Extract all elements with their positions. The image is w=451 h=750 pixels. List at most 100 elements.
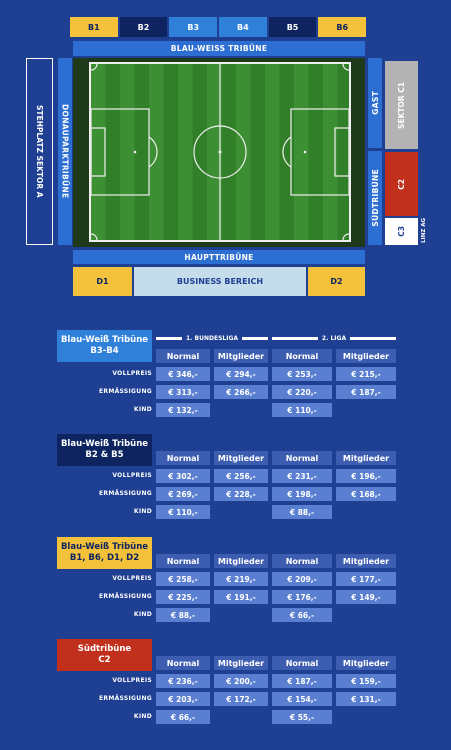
top-blocks: B1 B2 B3 B4 B5 B6 <box>70 17 367 37</box>
sektor-c1-label: SEKTOR C1 <box>397 81 406 129</box>
sektor-c2[interactable]: C2 <box>385 152 418 216</box>
linz-ag-sign: LINZ AG <box>419 212 429 248</box>
sektor-c1[interactable]: SEKTOR C1 <box>385 61 418 149</box>
table-title: Blau-Weiß Tribüne B3-B4 <box>57 330 152 362</box>
donauparktribuene-label: DONAUPARKTRIBÜNE <box>60 104 70 199</box>
price-cell: € 346,- <box>156 367 210 381</box>
price-cell: € 294,- <box>214 367 268 381</box>
stehplatz-sektor-a-label: STEHPLATZ SEKTOR A <box>35 105 44 198</box>
table-title: Südtribüne C2 <box>57 639 152 671</box>
sektor-b3[interactable]: B3 <box>169 17 218 37</box>
price-cell: € 302,- <box>156 469 210 483</box>
price-cell: € 266,- <box>214 385 268 399</box>
price-cell: € 149,- <box>336 590 396 604</box>
price-cell: € 258,- <box>156 572 210 586</box>
price-cell: € 187,- <box>272 674 332 688</box>
column-header: Normal <box>156 656 210 670</box>
price-cell: € 253,- <box>272 367 332 381</box>
sektor-d1[interactable]: D1 <box>73 267 132 296</box>
column-header: Normal <box>156 349 210 363</box>
price-cell: € 313,- <box>156 385 210 399</box>
column-header: Mitglieder <box>336 451 396 465</box>
league-label-1-bundesliga: 1. BUNDESLIGA <box>156 334 269 343</box>
price-cell: € 66,- <box>156 710 210 724</box>
haupttribuene-stand[interactable]: HAUPTTRIBÜNE <box>73 250 365 264</box>
price-cell: € 88,- <box>272 505 332 519</box>
gast-label: GAST <box>370 91 380 115</box>
price-cell: € 154,- <box>272 692 332 706</box>
price-cell: € 110,- <box>272 403 332 417</box>
price-cell: € 215,- <box>336 367 396 381</box>
price-cell: € 209,- <box>272 572 332 586</box>
row-label: ERMÄSSIGUNG <box>99 593 152 600</box>
row-label: KIND <box>133 713 152 720</box>
price-cell: € 110,- <box>156 505 210 519</box>
league-label-2-liga: 2. LIGA <box>272 334 397 343</box>
pitch-markings <box>91 64 349 240</box>
price-cell: € 269,- <box>156 487 210 501</box>
price-cell: € 172,- <box>214 692 268 706</box>
price-cell: € 225,- <box>156 590 210 604</box>
price-cell: € 187,- <box>336 385 396 399</box>
price-cell: € 159,- <box>336 674 396 688</box>
price-cell: € 196,- <box>336 469 396 483</box>
column-header: Normal <box>272 656 332 670</box>
price-cell: € 203,- <box>156 692 210 706</box>
column-header: Mitglieder <box>214 451 268 465</box>
column-header: Normal <box>156 554 210 568</box>
row-label: KIND <box>133 508 152 515</box>
sektor-c2-label: C2 <box>397 178 406 190</box>
football-pitch <box>89 62 351 242</box>
row-label: VOLLPREIS <box>112 677 152 684</box>
sektor-b2[interactable]: B2 <box>119 17 168 37</box>
row-label: VOLLPREIS <box>112 370 152 377</box>
donauparktribuene-stand[interactable]: DONAUPARKTRIBÜNE <box>58 58 72 245</box>
price-cell: € 88,- <box>156 608 210 622</box>
column-header: Normal <box>272 554 332 568</box>
row-label: ERMÄSSIGUNG <box>99 490 152 497</box>
row-label: VOLLPREIS <box>112 472 152 479</box>
price-cell: € 132,- <box>156 403 210 417</box>
sektor-c3[interactable]: C3 <box>385 218 418 245</box>
column-header: Mitglieder <box>214 554 268 568</box>
price-cell: € 200,- <box>214 674 268 688</box>
stehplatz-sektor-a[interactable]: STEHPLATZ SEKTOR A <box>26 58 53 245</box>
price-cell: € 131,- <box>336 692 396 706</box>
column-header: Mitglieder <box>214 349 268 363</box>
price-cell: € 55,- <box>272 710 332 724</box>
price-cell: € 236,- <box>156 674 210 688</box>
price-cell: € 176,- <box>272 590 332 604</box>
price-cell: € 191,- <box>214 590 268 604</box>
sektor-b6[interactable]: B6 <box>318 17 367 37</box>
sektor-d2[interactable]: D2 <box>308 267 365 296</box>
blau-weiss-tribuene-stand[interactable]: BLAU-WEISS TRIBÜNE <box>73 41 365 56</box>
row-label: KIND <box>133 611 152 618</box>
column-header: Mitglieder <box>336 349 396 363</box>
price-cell: € 256,- <box>214 469 268 483</box>
row-label: VOLLPREIS <box>112 575 152 582</box>
sektor-b5[interactable]: B5 <box>268 17 317 37</box>
suedtribuene-stand[interactable]: SÜDTRIBÜNE <box>368 151 382 245</box>
price-cell: € 66,- <box>272 608 332 622</box>
linz-ag-label: LINZ AG <box>421 217 427 243</box>
column-header: Mitglieder <box>336 554 396 568</box>
row-label: KIND <box>133 406 152 413</box>
suedtribuene-label: SÜDTRIBÜNE <box>370 169 380 227</box>
price-cell: € 198,- <box>272 487 332 501</box>
column-header: Normal <box>156 451 210 465</box>
column-header: Mitglieder <box>214 656 268 670</box>
column-header: Mitglieder <box>336 656 396 670</box>
price-cell: € 219,- <box>214 572 268 586</box>
sektor-b4[interactable]: B4 <box>219 17 267 37</box>
row-label: ERMÄSSIGUNG <box>99 695 152 702</box>
column-header: Normal <box>272 451 332 465</box>
table-title: Blau-Weiß Tribüne B2 & B5 <box>57 434 152 466</box>
price-cell: € 231,- <box>272 469 332 483</box>
price-cell: € 228,- <box>214 487 268 501</box>
sektor-c3-label: C3 <box>397 226 406 237</box>
gast-stand[interactable]: GAST <box>368 58 382 148</box>
sektor-b1[interactable]: B1 <box>70 17 118 37</box>
price-cell: € 177,- <box>336 572 396 586</box>
business-bereich[interactable]: BUSINESS BEREICH <box>134 267 306 296</box>
table-title: Blau-Weiß Tribüne B1, B6, D1, D2 <box>57 537 152 569</box>
